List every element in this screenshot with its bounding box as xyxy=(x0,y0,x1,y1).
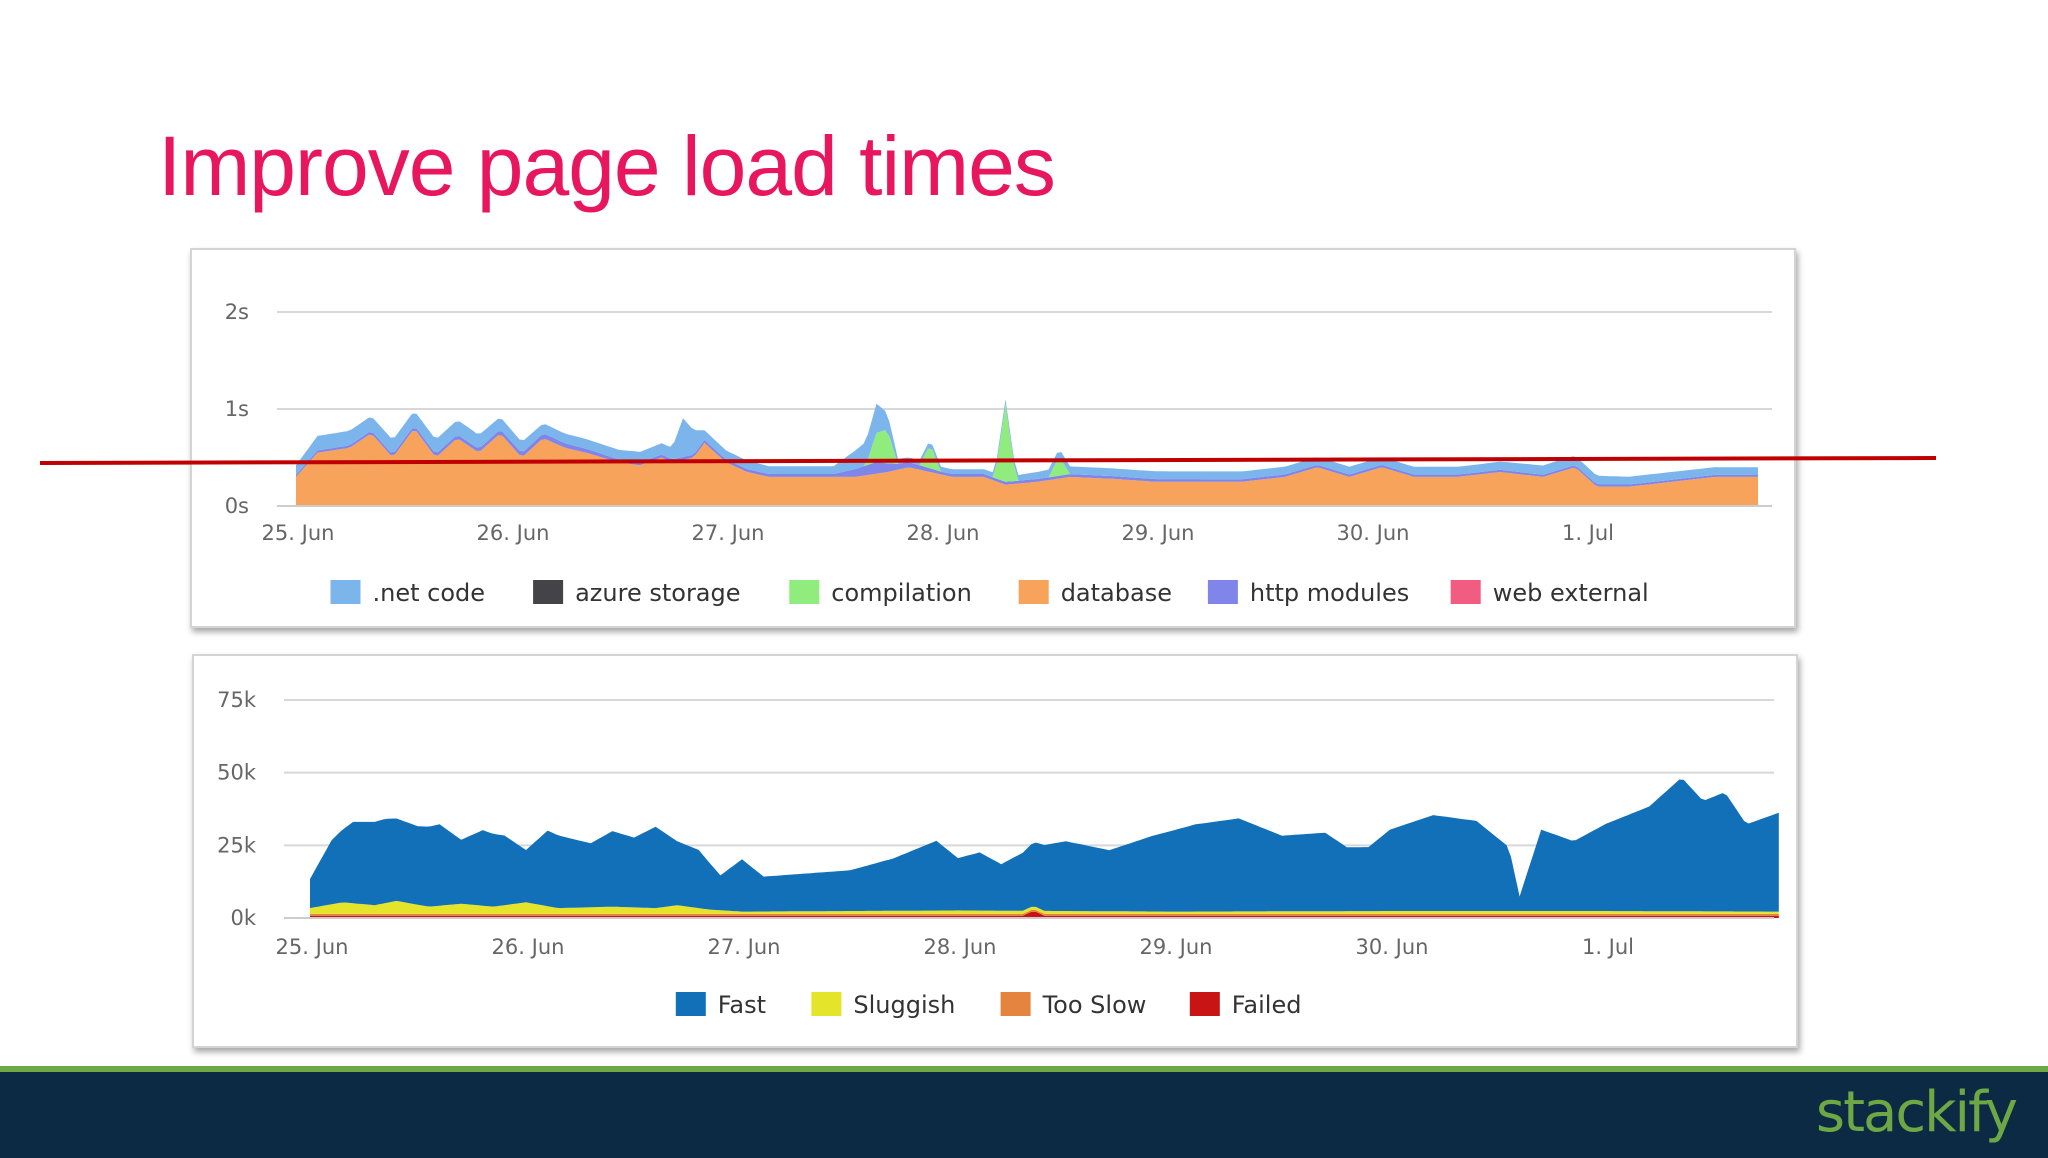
request-satisfaction-chart-panel: 0k 25k 50k 75k 25. Jun 26. Jun 27. Jun 28. Jun 2… xyxy=(192,654,1798,1048)
bottom-chart-x-tick-label: 28. Jun xyxy=(924,935,997,959)
bottom-chart-y-tick-label: 25k xyxy=(217,833,257,857)
bottom-chart-y-tick-label: 75k xyxy=(217,688,257,712)
bottom-chart-legend-swatch xyxy=(811,992,842,1016)
bottom-chart-legend-label: Sluggish xyxy=(853,991,955,1019)
top-chart-y-tick-label: 2s xyxy=(225,300,249,324)
top-chart-x-tick-label: 29. Jun xyxy=(1122,521,1195,545)
bottom-chart-area-sluggish[interactable] xyxy=(310,900,1779,914)
top-chart-legend-item-azure-storage[interactable]: azure storage xyxy=(533,579,741,607)
top-chart-legend-item-net-code[interactable]: .net code xyxy=(330,579,486,607)
bottom-chart-legend-label: Fast xyxy=(718,991,766,1019)
bottom-chart-x-tick-label: 25. Jun xyxy=(276,935,349,959)
top-chart-legend-label: database xyxy=(1061,579,1172,607)
top-chart-x-tick-label: 27. Jun xyxy=(692,521,765,545)
top-chart-x-tick-label: 26. Jun xyxy=(477,521,550,545)
top-chart-x-tick-label: 28. Jun xyxy=(907,521,980,545)
bottom-chart-legend: Fast Sluggish Too Slow Failed xyxy=(675,991,1302,1019)
bottom-chart-x-tick-label: 1. Jul xyxy=(1582,935,1634,959)
top-chart-x-tick-label: 30. Jun xyxy=(1337,521,1410,545)
bottom-chart-legend-item-fast[interactable]: Fast xyxy=(675,991,766,1019)
top-chart-x-tick-label: 25. Jun xyxy=(262,521,335,545)
bottom-chart-x-tick-label: 30. Jun xyxy=(1356,935,1429,959)
top-chart-legend-label: web external xyxy=(1493,579,1649,607)
top-chart-y-tick-label: 1s xyxy=(225,397,249,421)
bottom-chart-legend-swatch xyxy=(1189,992,1220,1016)
bottom-chart-legend-item-sluggish[interactable]: Sluggish xyxy=(811,991,955,1019)
top-chart-legend-item-compilation[interactable]: compilation xyxy=(789,579,972,607)
top-chart-legend-item-web-external[interactable]: web external xyxy=(1450,579,1649,607)
bottom-chart-y-tick-label: 50k xyxy=(217,761,257,785)
top-chart-legend-item-database[interactable]: database xyxy=(1018,579,1172,607)
top-chart-legend-label: azure storage xyxy=(575,579,740,607)
bottom-chart-legend-item-too-slow[interactable]: Too Slow xyxy=(1000,991,1147,1019)
top-chart-legend-item-http-modules[interactable]: http modules xyxy=(1207,579,1409,607)
top-chart-legend-swatch xyxy=(1207,580,1238,604)
bottom-chart-x-tick-label: 27. Jun xyxy=(708,935,781,959)
bottom-chart-legend-label: Too Slow xyxy=(1042,991,1147,1019)
top-chart-legend-label: compilation xyxy=(831,579,972,607)
bottom-chart-y-tick-label: 0k xyxy=(230,906,256,930)
top-chart-legend-swatch xyxy=(1018,580,1049,604)
stackify-logo: stackify xyxy=(1815,1080,2018,1145)
top-chart-legend-swatch xyxy=(789,580,820,604)
top-chart-legend-swatch xyxy=(1450,580,1481,604)
top-chart-x-tick-label: 1. Jul xyxy=(1562,521,1614,545)
top-chart-legend: .net code azure storage compilation databas… xyxy=(330,579,1649,607)
top-chart-area-database[interactable] xyxy=(296,431,1758,506)
top-chart-legend-swatch xyxy=(533,580,564,604)
response-time-chart: 0s 1s 2s 25. Jun 26. Jun 27. Jun 28. Jun 29. Ju… xyxy=(225,300,1772,607)
top-chart-legend-label: http modules xyxy=(1250,579,1409,607)
response-time-chart-panel: 0s 1s 2s 25. Jun 26. Jun 27. Jun 28. Jun 29. Ju… xyxy=(190,248,1796,628)
bottom-chart-area-failed[interactable] xyxy=(310,911,1779,918)
bottom-chart-legend-item-failed[interactable]: Failed xyxy=(1189,991,1302,1019)
bottom-chart-legend-swatch xyxy=(1000,992,1031,1016)
bottom-chart-legend-swatch xyxy=(675,992,706,1016)
top-chart-y-tick-label: 0s xyxy=(225,494,249,518)
slide-title: Improve page load times xyxy=(158,119,1056,213)
bottom-chart-area-fast[interactable] xyxy=(310,779,1779,912)
request-satisfaction-chart: 0k 25k 50k 75k 25. Jun 26. Jun 27. Jun 28. Jun 2… xyxy=(217,688,1779,1019)
bottom-chart-area-too-slow[interactable] xyxy=(310,910,1779,916)
top-chart-legend-label: .net code xyxy=(373,579,486,607)
bottom-chart-x-tick-label: 29. Jun xyxy=(1140,935,1213,959)
top-chart-legend-swatch xyxy=(330,580,361,604)
bottom-chart-x-tick-label: 26. Jun xyxy=(492,935,565,959)
bottom-chart-legend-label: Failed xyxy=(1232,991,1302,1019)
footer-bar xyxy=(0,1066,2048,1158)
